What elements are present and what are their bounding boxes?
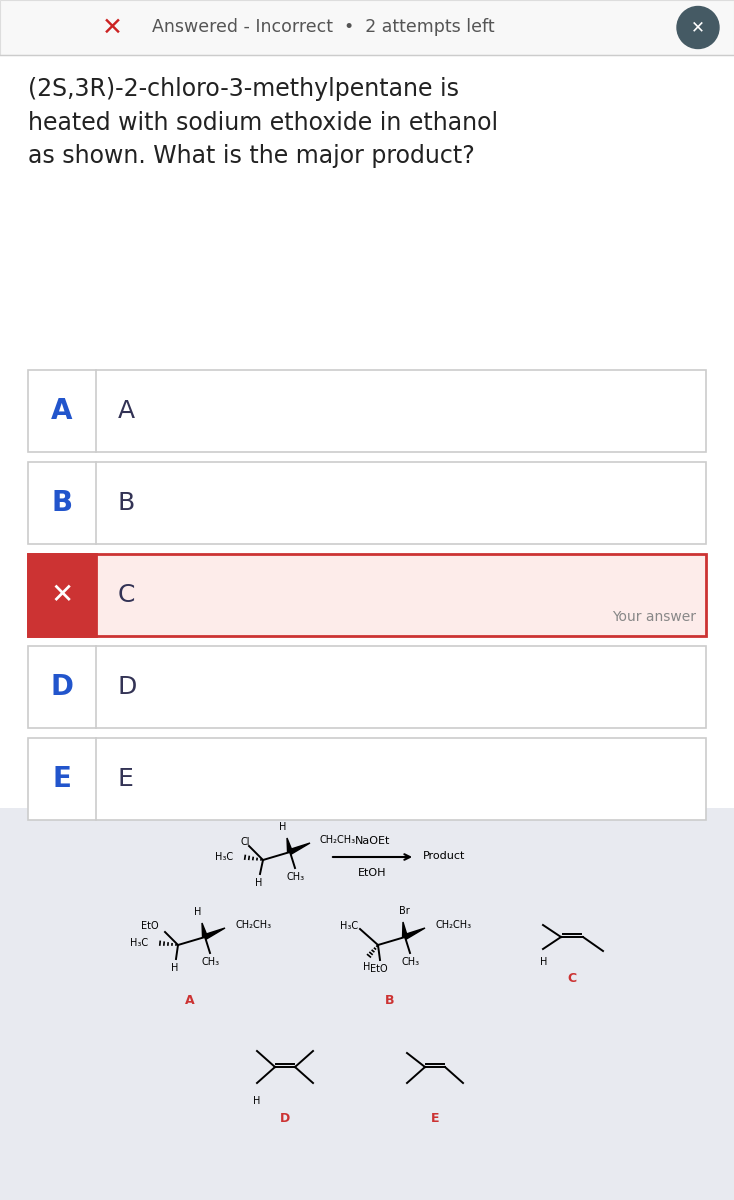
Text: H: H <box>255 878 263 888</box>
Text: EtO: EtO <box>142 922 159 931</box>
Text: NaOEt: NaOEt <box>355 836 390 846</box>
Text: H: H <box>171 962 178 973</box>
Text: H: H <box>280 822 287 832</box>
Polygon shape <box>402 922 407 937</box>
Text: EtOH: EtOH <box>358 868 387 878</box>
Text: A: A <box>185 994 195 1007</box>
Text: Your answer: Your answer <box>612 610 696 624</box>
Text: B: B <box>385 994 395 1007</box>
Text: EtO: EtO <box>370 964 388 974</box>
Bar <box>28 554 96 636</box>
Text: CH₂CH₃: CH₂CH₃ <box>320 835 356 845</box>
Text: CH₃: CH₃ <box>287 872 305 882</box>
Polygon shape <box>404 928 425 940</box>
Text: (2S,3R)-2-chloro-3-methylpentane is
heated with sodium ethoxide in ethanol
as sh: (2S,3R)-2-chloro-3-methylpentane is heat… <box>28 77 498 168</box>
Text: D: D <box>51 673 73 701</box>
Text: H: H <box>363 962 371 972</box>
Text: H₃C: H₃C <box>215 852 233 862</box>
Text: ✕: ✕ <box>51 581 73 608</box>
Text: H₃C: H₃C <box>340 922 358 931</box>
Polygon shape <box>202 923 208 937</box>
Text: E: E <box>431 1112 439 1126</box>
Text: C: C <box>567 972 577 985</box>
Text: Br: Br <box>399 906 410 916</box>
Text: CH₂CH₃: CH₂CH₃ <box>435 920 471 930</box>
Text: Cl: Cl <box>240 838 250 847</box>
Bar <box>28 370 706 452</box>
Text: H: H <box>195 907 202 917</box>
Text: ✕: ✕ <box>101 16 123 40</box>
Text: C: C <box>118 583 135 607</box>
Polygon shape <box>287 838 292 852</box>
Polygon shape <box>204 928 225 940</box>
Text: A: A <box>51 397 73 425</box>
Text: ✕: ✕ <box>691 18 705 36</box>
Circle shape <box>677 6 719 48</box>
Bar <box>28 462 706 544</box>
Text: CH₃: CH₃ <box>202 958 220 967</box>
Bar <box>28 646 706 728</box>
Bar <box>28 554 706 636</box>
Text: E: E <box>118 767 134 791</box>
Text: Answered - Incorrect  •  2 attempts left: Answered - Incorrect • 2 attempts left <box>152 18 495 36</box>
Text: B: B <box>51 490 73 517</box>
Text: E: E <box>53 766 71 793</box>
Text: H: H <box>253 1096 261 1106</box>
Text: B: B <box>118 491 135 515</box>
Text: H: H <box>540 958 548 967</box>
Text: D: D <box>118 674 137 698</box>
Bar <box>28 738 706 820</box>
Bar <box>0 808 734 1200</box>
Text: D: D <box>280 1112 290 1126</box>
Text: Product: Product <box>423 851 465 862</box>
Text: H₃C: H₃C <box>130 938 148 948</box>
Bar <box>0 0 734 55</box>
Text: CH₂CH₃: CH₂CH₃ <box>235 920 271 930</box>
Text: A: A <box>118 398 135 422</box>
Text: CH₃: CH₃ <box>402 958 420 967</box>
Polygon shape <box>289 842 310 854</box>
